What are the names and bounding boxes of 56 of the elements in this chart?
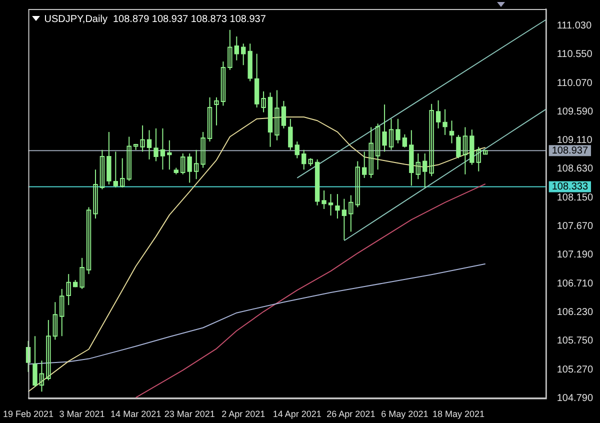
text: USDJPY,Daily 108.879 108.937 108.873 108.937: [44, 14, 266, 25]
candlestick: [39, 360, 44, 392]
y-tick-label: 109.590: [556, 106, 594, 118]
x-tick-label: 3 Mar 2021: [59, 409, 105, 420]
candlestick: [80, 257, 84, 290]
candlestick: [388, 118, 394, 150]
y-tick-label: 110.550: [556, 49, 593, 60]
candlestick: [368, 126, 374, 178]
y-tick-label: 108.630: [556, 164, 594, 175]
candlestick: [52, 302, 58, 340]
ref-line-label: 108.937: [552, 145, 588, 156]
candlestick: [93, 169, 98, 220]
candlestick: [220, 61, 226, 106]
y-tick-label: 106.710: [556, 278, 594, 290]
candlestick: [274, 90, 280, 141]
candlestick: [476, 146, 481, 172]
candlestick: [429, 103, 434, 177]
y-tick-label: 107.190: [556, 250, 594, 261]
y-tick-label: 107.670: [556, 221, 594, 232]
x-tick-label: 14 Mar 2021: [110, 409, 162, 420]
y-tick-label: 111.030: [556, 20, 592, 32]
x-tick-label: 6 May 2021: [381, 409, 428, 420]
ref-line-label: 108.333: [552, 181, 588, 192]
y-tick-label: 105.270: [556, 364, 594, 376]
y-tick-label: 106.230: [556, 306, 594, 318]
candlestick: [100, 149, 105, 190]
candlestick: [126, 136, 132, 182]
candlestick: [194, 149, 199, 180]
candlestick: [60, 288, 64, 337]
candlestick: [375, 123, 380, 170]
candlestick: [261, 90, 266, 113]
y-tick-label: 104.790: [556, 392, 594, 404]
candlestick: [462, 126, 468, 175]
candlestick: [86, 206, 92, 275]
y-tick-label: 110.070: [556, 78, 593, 89]
y-tick-label: 105.750: [556, 336, 594, 347]
y-tick-label: 109.110: [556, 135, 593, 146]
x-tick-label: 26 Apr 2021: [326, 409, 376, 420]
candlestick: [355, 160, 360, 208]
candlestick: [214, 96, 219, 126]
y-tick-label: 108.150: [556, 192, 594, 204]
candlestick: [140, 124, 145, 152]
x-tick-label: 23 Mar 2021: [164, 409, 215, 420]
x-tick-label: 2 Apr 2021: [222, 409, 266, 420]
candlestick: [416, 152, 420, 180]
x-tick-label: 14 Apr 2021: [272, 409, 322, 420]
x-tick-label: 18 May 2021: [432, 409, 484, 420]
candlestick: [200, 131, 206, 168]
candlestick: [180, 152, 186, 175]
candlestick: [348, 194, 354, 232]
candlestick: [66, 274, 71, 306]
candlestick: [207, 96, 212, 142]
candlestick: [46, 320, 51, 381]
candlestick: [120, 158, 125, 188]
candlestick: [228, 29, 232, 70]
x-tick-label: 19 Feb 2021: [2, 409, 54, 420]
